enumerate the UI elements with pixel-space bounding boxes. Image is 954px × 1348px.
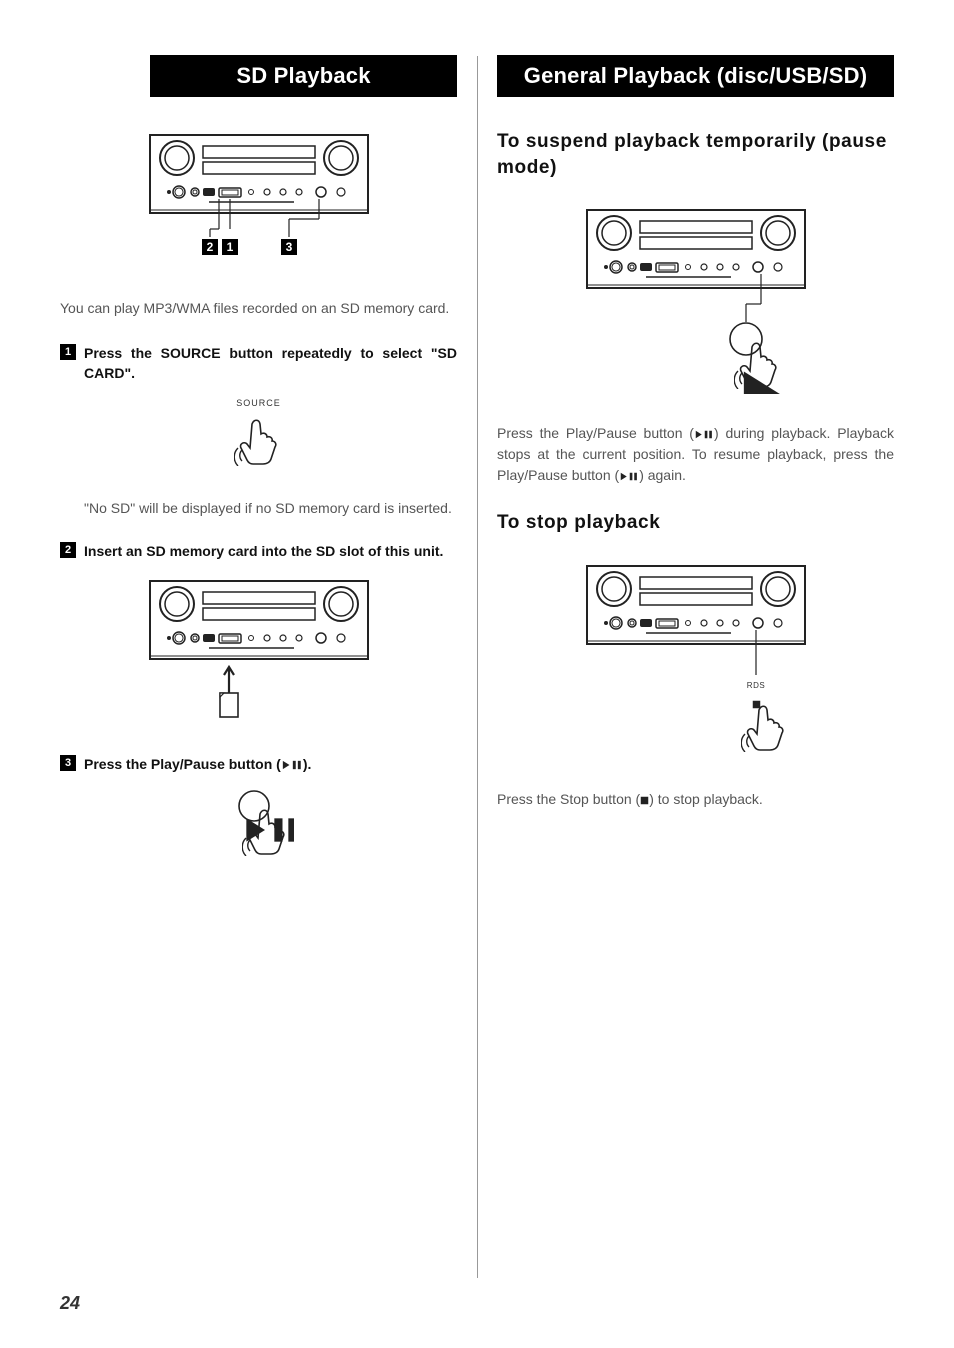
callout-3: 3 [281,239,297,255]
source-button-figure: SOURCE [60,398,457,474]
stop-figure: RDS [497,560,894,765]
heading-pause: To suspend playback temporarily (pause m… [497,129,894,180]
section-header-sd: SD Playback [150,55,457,97]
play-pause-button-figure [60,788,457,863]
pause-figure [497,204,894,399]
svg-text:1: 1 [226,240,233,254]
left-column: SD Playback 2 1 [60,55,457,887]
callout-2: 2 [202,239,218,255]
play-pause-icon [694,430,714,439]
right-column: General Playback (disc/USB/SD) To suspen… [497,55,894,887]
play-pause-icon [619,472,639,481]
step-3-title: Press the Play/Pause button (). [84,754,457,774]
insert-sd-figure [60,575,457,730]
step-2-title: Insert an SD memory card into the SD slo… [84,541,457,561]
step-1-title: Press the SOURCE button repeatedly to se… [84,343,457,384]
page-number: 24 [60,1293,80,1314]
step-num-1: 1 [60,344,76,360]
svg-text:3: 3 [285,240,292,254]
column-divider [477,56,478,1278]
device-figure-callouts: 2 1 3 [60,129,457,274]
step-2: 2 Insert an SD memory card into the SD s… [60,541,457,730]
stop-body: Press the Stop button () to stop playbac… [497,789,894,810]
play-pause-icon [281,760,303,770]
step-1-note: "No SD" will be displayed if no SD memor… [60,498,457,519]
svg-text:2: 2 [206,240,213,254]
svg-text:RDS: RDS [746,681,764,690]
intro-text: You can play MP3/WMA files recorded on a… [60,298,457,319]
step-1: 1 Press the SOURCE button repeatedly to … [60,343,457,519]
step-num-3: 3 [60,755,76,771]
pause-body: Press the Play/Pause button () during pl… [497,423,894,486]
callout-1: 1 [222,239,238,255]
stop-icon [640,796,649,805]
source-label: SOURCE [60,398,457,408]
heading-stop: To stop playback [497,510,894,536]
step-3: 3 Press the Play/Pause button (). [60,754,457,863]
step-num-2: 2 [60,542,76,558]
section-header-general: General Playback (disc/USB/SD) [497,55,894,97]
